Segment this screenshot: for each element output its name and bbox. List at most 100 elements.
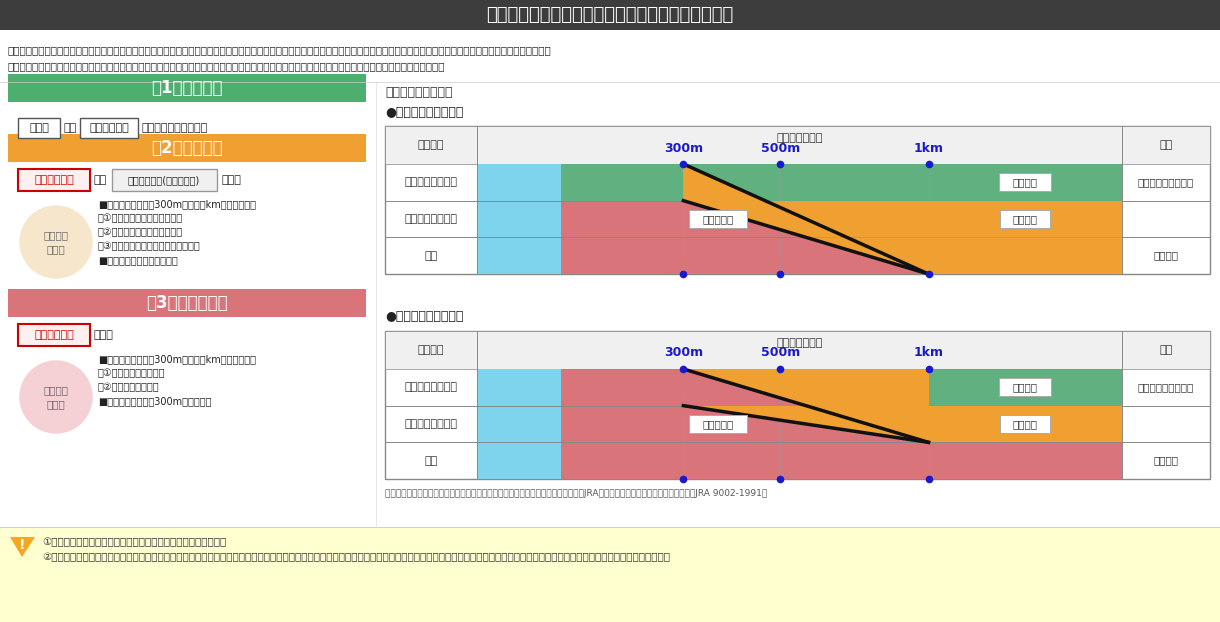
Text: 塩害地区: 塩害地区: [1013, 419, 1038, 429]
Bar: [112, 169, 217, 191]
Text: 設置地域: 設置地域: [417, 140, 444, 150]
Bar: [9, 74, 366, 102]
Text: ●潮風が直接当たる所: ●潮風が直接当たる所: [386, 310, 464, 323]
Text: 設置場所と距離の目安は右記基準を参考としております。・日本冷凍空調工業会（JRA規格）　・空調機器の耐塩害試験基準（JRA 9002-1991）: 設置場所と距離の目安は右記基準を参考としております。・日本冷凍空調工業会（JRA…: [386, 490, 767, 498]
Text: 高耐食塗装品: 高耐食塗装品: [34, 175, 74, 185]
Text: ①塩分を含んだ水が直接かかる場所には設置しないでください。: ①塩分を含んだ水が直接かかる場所には設置しないでください。: [41, 537, 226, 547]
Text: の目安: の目安: [46, 244, 66, 254]
Text: 高耐食塗装品: 高耐食塗装品: [34, 330, 74, 340]
Circle shape: [20, 206, 91, 278]
Bar: [1000, 210, 1050, 228]
Text: 〈設置距離の目安〉: 〈設置距離の目安〉: [386, 85, 453, 98]
Polygon shape: [806, 238, 1122, 274]
Bar: [18, 118, 60, 138]
Text: 1km: 1km: [914, 141, 943, 154]
Bar: [477, 442, 561, 479]
Text: 設置地域: 設置地域: [417, 345, 444, 355]
Text: 設置距離の目安: 設置距離の目安: [776, 133, 822, 143]
Text: ■融雪剤の影響を受ける地域: ■融雪剤の影響を受ける地域: [98, 255, 178, 265]
Text: ウェザーカバーを推奨: ウェザーカバーを推奨: [142, 123, 209, 133]
Text: 1km: 1km: [914, 346, 943, 360]
Text: （3）重塩害地区: （3）重塩害地区: [146, 294, 228, 312]
Polygon shape: [683, 406, 1122, 442]
Text: ステンレス製: ステンレス製: [89, 123, 129, 133]
Text: 及び: 及び: [63, 123, 77, 133]
Text: ②設置距離の目安以外に、地域特有の条件により「塩害地区」「重塩害地区」に該当する地域が拡大する場合がありますので、使用する地域の既設建築施設等の腐食程度、補修頻: ②設置距離の目安以外に、地域特有の条件により「塩害地区」「重塩害地区」に該当する…: [41, 552, 670, 562]
Text: 常時湿潤している場所などでは、ステンレス製品であっても短期間で発錆腐食の恐れがあります。このような場所へは「高耐食塗装品」をご使用ください。: 常時湿潤している場所などでは、ステンレス製品であっても短期間で発錆腐食の恐れがあ…: [9, 61, 445, 71]
Text: 備考: 備考: [1159, 345, 1172, 355]
Text: ■設置場所が海から300mを超え１km以内において: ■設置場所が海から300mを超え１km以内において: [98, 354, 256, 364]
Bar: [561, 369, 1122, 406]
Text: を推奨: を推奨: [221, 175, 240, 185]
Text: 鋼板製: 鋼板製: [29, 123, 49, 133]
Text: ●潮風が当たらない所: ●潮風が当たらない所: [386, 106, 464, 119]
Polygon shape: [683, 164, 765, 201]
Text: 設置距離の目安: 設置距離の目安: [776, 338, 822, 348]
Bar: [0, 82, 1220, 527]
Text: フッ素塗装品(受注生産品): フッ素塗装品(受注生産品): [128, 175, 200, 185]
Bar: [999, 378, 1052, 396]
Bar: [0, 0, 1220, 30]
Text: 一般地区: 一般地区: [1013, 383, 1038, 392]
Bar: [561, 201, 1122, 238]
Text: !: !: [20, 538, 26, 552]
Text: ①潮風が直接当る場所: ①潮風が直接当る場所: [98, 368, 166, 378]
Bar: [477, 238, 561, 274]
Text: 塩害地区: 塩害地区: [1013, 214, 1038, 224]
Polygon shape: [10, 537, 35, 557]
Text: 設置距離: 設置距離: [44, 230, 68, 240]
Text: 東京湾、伊勢湾など: 東京湾、伊勢湾など: [1138, 383, 1194, 392]
Text: ②海岸に面する場所: ②海岸に面する場所: [98, 382, 160, 392]
Bar: [689, 210, 748, 228]
Text: 重塩害地区: 重塩害地区: [703, 214, 734, 224]
Text: 河川、海岸地域や水海上の船舶施設、塩素等の腐食性ガスが発生する場所、屋内や屋根のヒサシの直下などホコリのたまる場所、また定期的に手入れがなされず、汚れた状態がつ: 河川、海岸地域や水海上の船舶施設、塩素等の腐食性ガスが発生する場所、屋内や屋根の…: [9, 45, 551, 55]
Text: （1）一般地区: （1）一般地区: [151, 79, 223, 97]
Bar: [386, 331, 1210, 479]
Bar: [561, 406, 1122, 442]
Text: ウェザーカバーなどの発錆・腐食についてのご注意: ウェザーカバーなどの発錆・腐食についてのご注意: [487, 6, 733, 24]
Bar: [477, 369, 561, 406]
Bar: [561, 238, 1122, 274]
Polygon shape: [683, 201, 1122, 238]
Text: 設置距離: 設置距離: [44, 385, 68, 395]
Text: ②海岸面と反対側になる場所: ②海岸面と反対側になる場所: [98, 227, 183, 237]
Circle shape: [20, 361, 91, 433]
Bar: [9, 134, 366, 162]
Text: ■設置場所が海から300mを超え１km以内において: ■設置場所が海から300mを超え１km以内において: [98, 199, 256, 209]
Text: 備考: 備考: [1159, 140, 1172, 150]
Bar: [81, 118, 138, 138]
Text: 東京湾、伊勢湾など: 東京湾、伊勢湾など: [1138, 177, 1194, 187]
Bar: [928, 369, 1122, 406]
Text: を推奨: を推奨: [94, 330, 113, 340]
Bar: [1000, 415, 1050, 433]
Text: 内海に面する地域: 内海に面する地域: [405, 177, 458, 187]
Text: 離島: 離島: [425, 251, 438, 261]
Text: 重塩害地区: 重塩害地区: [703, 419, 734, 429]
Text: 外海に面する地域: 外海に面する地域: [405, 419, 458, 429]
Bar: [477, 164, 561, 201]
Text: ③フード部分に雨が直接当たる場所: ③フード部分に雨が直接当たる場所: [98, 241, 201, 251]
Bar: [18, 324, 90, 346]
Bar: [561, 164, 1122, 201]
Text: 300m: 300m: [664, 346, 703, 360]
Text: の目安: の目安: [46, 399, 66, 409]
Text: 及び: 及び: [94, 175, 107, 185]
Text: 外海に面する地域: 外海に面する地域: [405, 214, 458, 224]
Polygon shape: [683, 201, 1122, 238]
Text: （2）塩害地区: （2）塩害地区: [151, 139, 223, 157]
Bar: [0, 30, 1220, 82]
Bar: [18, 169, 90, 191]
Text: 沖縄など: 沖縄など: [1153, 251, 1179, 261]
Text: ①潮風が直接当たらない場所: ①潮風が直接当たらない場所: [98, 213, 183, 223]
Text: 内海に面する地域: 内海に面する地域: [405, 383, 458, 392]
Text: ■設置場所が海から300m以内の場所: ■設置場所が海から300m以内の場所: [98, 396, 211, 406]
Text: 沖縄など: 沖縄など: [1153, 456, 1179, 466]
Bar: [561, 442, 1122, 479]
Bar: [9, 289, 366, 317]
Bar: [386, 126, 1210, 274]
Bar: [477, 406, 561, 442]
Text: 500m: 500m: [760, 346, 800, 360]
Bar: [0, 527, 1220, 622]
Bar: [689, 415, 748, 433]
Bar: [477, 201, 561, 238]
